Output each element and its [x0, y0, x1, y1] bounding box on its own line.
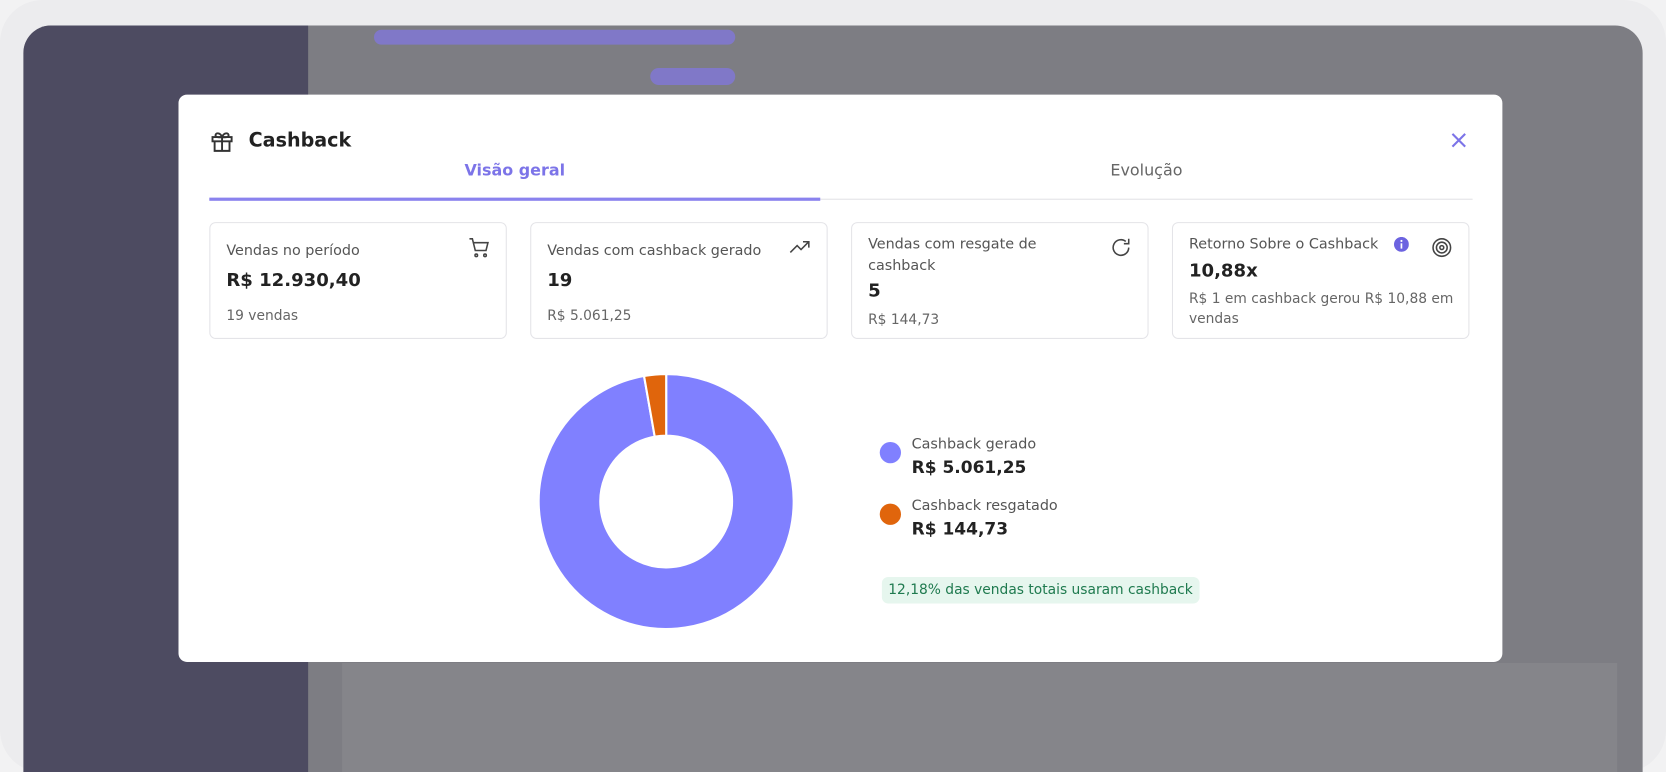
- cart-icon: [469, 238, 489, 258]
- card: Vendas com resgate de cashback 5 R$ 144,…: [851, 222, 1149, 339]
- blur-bar: [650, 68, 736, 85]
- legend: 12,18% das vendas totais usaram cashback…: [879, 434, 1220, 615]
- card-value: 5: [868, 280, 881, 302]
- trend-icon: [789, 240, 810, 253]
- card-value: 10,88x: [1188, 260, 1258, 282]
- card-note: R$ 5.061,25: [547, 308, 632, 325]
- badge: 12,18% das vendas totais usaram cashback: [881, 576, 1200, 604]
- legend-swatch: [879, 442, 901, 464]
- donut-chart: [537, 372, 795, 631]
- gift-icon: [211, 132, 233, 152]
- tab-indicator: [209, 197, 821, 201]
- legend-value: R$ 144,73: [911, 518, 1009, 539]
- refresh-icon: [1112, 238, 1130, 257]
- close-button[interactable]: [1449, 131, 1468, 150]
- blur-panel: [342, 663, 1618, 772]
- card-label: Vendas com resgate de cashback: [868, 235, 1037, 275]
- tab-active[interactable]: Visão geral: [464, 160, 566, 180]
- card-label: Vendas com cashback gerado: [547, 242, 762, 260]
- donut-slice: [642, 372, 668, 438]
- modal: Cashback Visão geral Evolução: [178, 94, 1503, 662]
- donut-slice: [537, 372, 795, 631]
- legend-value: R$ 5.061,25: [911, 456, 1027, 478]
- legend-label: Cashback gerado: [911, 435, 1037, 453]
- card: Vendas com cashback gerado 19 R$ 5.061,2…: [530, 222, 828, 339]
- card-label: Retorno Sobre o Cashback: [1188, 235, 1379, 253]
- info-icon[interactable]: [1394, 236, 1409, 252]
- tab[interactable]: Evolução: [1110, 160, 1183, 180]
- blur-bar: [374, 29, 736, 45]
- legend-swatch: [879, 503, 901, 525]
- card: Vendas no período R$ 12.930,40 19 vendas: [209, 222, 507, 339]
- card-value: 19: [547, 269, 573, 292]
- card: Retorno Sobre o Cashback 10,88x R$ 1 em …: [1171, 222, 1470, 339]
- tab-rule: [209, 198, 1473, 200]
- target-icon: [1432, 238, 1452, 258]
- card-value: R$ 12.930,40: [226, 269, 361, 292]
- card-note: 19 vendas: [226, 308, 299, 325]
- card-note: R$ 1 em cashback gerou R$ 10,88 em venda…: [1188, 291, 1454, 328]
- legend-label: Cashback resgatado: [911, 497, 1058, 515]
- card-note: R$ 144,73: [868, 312, 940, 329]
- modal-title: Cashback: [248, 129, 352, 152]
- card-label: Vendas no período: [226, 242, 360, 260]
